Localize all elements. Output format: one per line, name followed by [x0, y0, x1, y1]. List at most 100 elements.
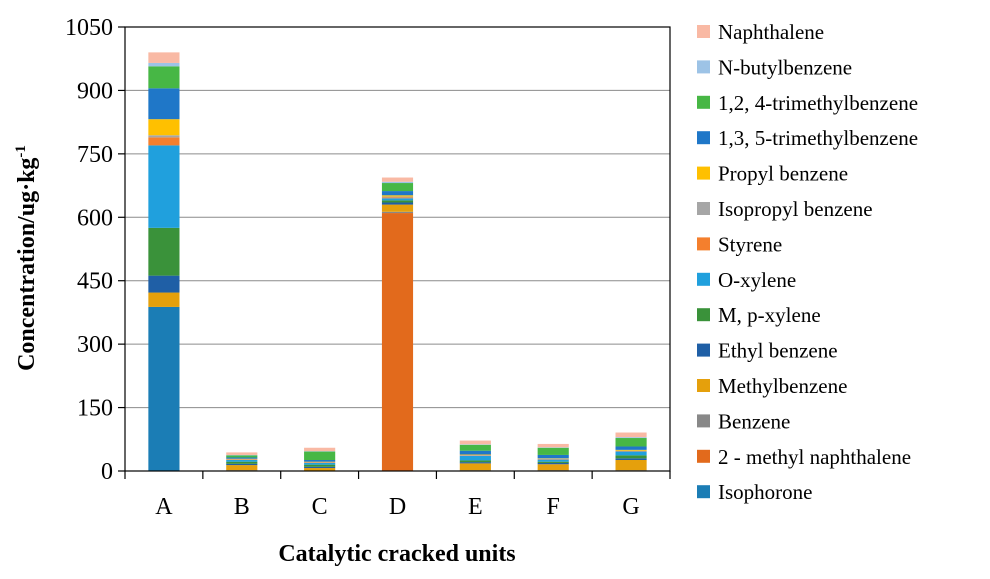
legend-label: Methylbenzene: [718, 374, 847, 398]
y-tick-label: 150: [77, 396, 113, 422]
bar-segment: [381, 198, 414, 201]
bar-segment: [459, 444, 491, 451]
bar-segment: [459, 455, 491, 461]
legend-swatch: [697, 343, 710, 357]
legend-swatch: [697, 485, 710, 499]
bar-segment: [381, 177, 414, 182]
bar-segment: [148, 88, 180, 120]
bar-segment: [381, 211, 414, 214]
bar-segment: [537, 464, 569, 471]
y-tick-label: 1050: [65, 15, 113, 41]
y-tick-label: 600: [77, 205, 113, 231]
legend-swatch: [697, 272, 710, 286]
bar-segment: [226, 455, 258, 458]
y-axis-title-main: Concentration/ug·kg: [14, 158, 40, 371]
bar-segment: [537, 462, 569, 465]
legend-swatch: [697, 131, 710, 145]
bar-segment: [381, 213, 414, 472]
bar-segment: [381, 202, 414, 205]
bar-segment: [615, 460, 647, 471]
bar-segment: [148, 137, 180, 146]
legend-label: N-butylbenzene: [718, 55, 852, 79]
y-axis-title-superscript: -1: [13, 145, 29, 158]
legend-swatch: [697, 308, 710, 322]
legend-label: Styrene: [718, 232, 782, 256]
bar-segment: [381, 195, 414, 197]
y-tick-label: 450: [77, 269, 113, 295]
legend-swatch: [697, 379, 710, 392]
legend-swatch: [697, 60, 710, 74]
y-axis-title: Concentration/ug·kg-1: [13, 145, 40, 371]
bar-segment: [304, 462, 336, 465]
bar-segment: [226, 465, 258, 471]
bar-segment: [304, 451, 336, 461]
bar-segment: [381, 197, 414, 199]
y-tick-label: 300: [77, 332, 113, 358]
bar-segment: [226, 461, 258, 464]
bar-segment: [537, 454, 569, 459]
legend-label: 2 - methyl naphthalene: [718, 445, 911, 469]
bar-segment: [148, 306, 180, 471]
bar-segment: [615, 438, 647, 447]
y-tick-label: 750: [77, 142, 113, 168]
bar-segment: [459, 440, 491, 445]
bar-segment: [304, 460, 336, 462]
bar-segment: [537, 443, 569, 448]
bar-segment: [381, 200, 414, 203]
x-tick-label: A: [155, 494, 173, 520]
legend-label: Isophorone: [718, 480, 812, 504]
plot-area-frame: [124, 26, 671, 472]
bar-segment: [381, 183, 414, 192]
bar-segment: [615, 449, 647, 451]
legend-label: Isopropyl benzene: [718, 197, 873, 221]
legend-swatch: [697, 449, 710, 463]
bar-segment: [459, 460, 491, 463]
bar-segment: [148, 62, 180, 67]
bar-segment: [304, 464, 336, 467]
bars: [148, 52, 647, 472]
bar-segment: [148, 292, 180, 307]
legend-label: Naphthalene: [718, 20, 824, 44]
bar-segment: [304, 468, 336, 471]
x-tick-label: D: [389, 494, 406, 520]
x-tick-labels: A B C D E F G: [155, 494, 639, 520]
axes: [118, 26, 671, 479]
x-tick-label: B: [234, 494, 250, 520]
legend-swatch: [697, 237, 710, 251]
bar-segment: [381, 204, 414, 212]
legend-swatch: [697, 95, 710, 109]
bar-segment: [537, 461, 569, 463]
y-tick-label: 900: [77, 78, 113, 104]
bar-segment: [615, 455, 647, 459]
bar-segment: [148, 275, 180, 293]
bar-segment: [381, 181, 414, 184]
x-axis-title: Catalytic cracked units: [278, 541, 515, 567]
bar-segment: [459, 450, 491, 455]
bar-segment: [615, 437, 647, 439]
bar-segment: [148, 119, 180, 136]
legend-label: Benzene: [718, 409, 790, 433]
x-tick-label: C: [312, 494, 328, 520]
x-tick-label: E: [468, 494, 483, 520]
bar-segment: [459, 462, 491, 464]
bar-segment: [148, 227, 180, 276]
bar-segment: [615, 451, 647, 456]
legend-swatch: [697, 414, 710, 428]
bar-segment: [304, 447, 336, 452]
bar-segment: [381, 196, 414, 198]
bar-segment: [537, 447, 569, 455]
bar-segment: [226, 463, 258, 466]
legend-swatch: [697, 202, 710, 215]
legend-label: O-xylene: [718, 268, 796, 292]
y-tick-labels: 0 150 300 450 600 750 900 1050: [65, 15, 113, 485]
bar-segment: [459, 463, 491, 471]
bar-segment: [537, 459, 569, 462]
legend-label: Propyl benzene: [718, 162, 848, 186]
bar-segment: [304, 466, 336, 469]
bar-segment: [381, 191, 414, 196]
bar-segment: [148, 135, 180, 138]
legend-label: 1,3, 5-trimethylbenzene: [718, 126, 918, 150]
bar-segment: [615, 458, 647, 461]
bar-segment: [226, 452, 258, 455]
legend-swatch: [697, 166, 710, 180]
